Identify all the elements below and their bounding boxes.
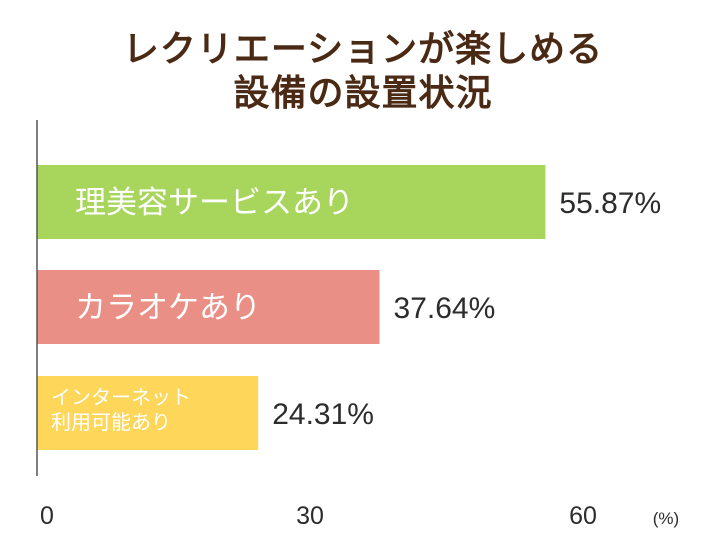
chart-title-line-1: レクリエーションが楽しめる — [122, 29, 604, 70]
x-tick-label-60: 60 — [569, 502, 597, 530]
bar-2 — [37, 270, 380, 344]
chart-title-line-2: 設備の設置状況 — [233, 73, 493, 114]
bar-1 — [37, 165, 546, 239]
x-unit-label: (%) — [653, 509, 679, 528]
value-label-1: 55.87% — [559, 187, 661, 220]
bar-label-1: 理美容サービスあり — [75, 185, 354, 221]
x-tick-label-0: 0 — [40, 502, 54, 530]
value-label-3: 24.31% — [272, 398, 374, 431]
bar-3 — [37, 376, 259, 450]
x-tick-label-30: 30 — [296, 502, 324, 530]
bar-label-2: カラオケあり — [75, 290, 261, 326]
bar-label-3-line-1: インターネット — [51, 385, 191, 409]
bar-label-3-line-2: 利用可能あり — [51, 410, 171, 434]
value-label-2: 37.64% — [394, 292, 496, 325]
